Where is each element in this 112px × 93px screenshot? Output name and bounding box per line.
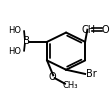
Text: O: O <box>101 25 109 35</box>
Text: CH₃: CH₃ <box>63 81 78 90</box>
Text: HO: HO <box>8 26 21 35</box>
Text: HO: HO <box>8 47 21 56</box>
Text: B: B <box>23 36 30 46</box>
Text: O: O <box>49 72 56 82</box>
Text: Br: Br <box>86 69 97 79</box>
Text: CH: CH <box>82 25 96 35</box>
